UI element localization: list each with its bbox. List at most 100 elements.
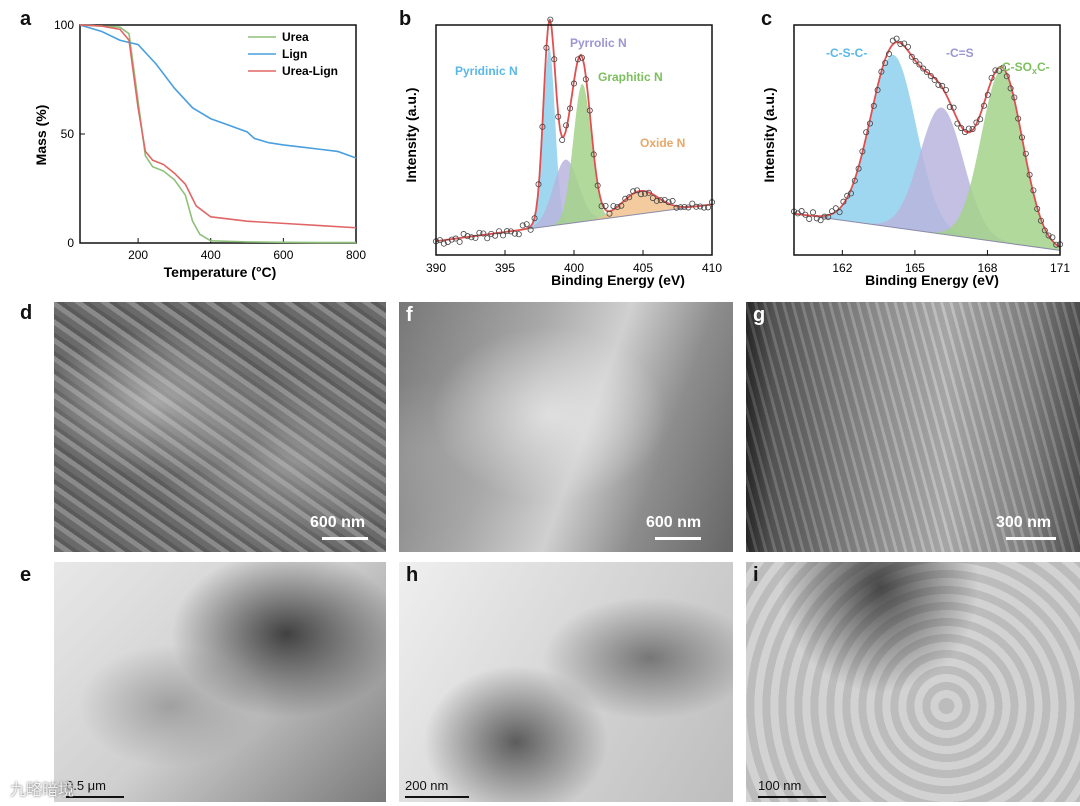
chartB-data-point [590,151,597,158]
chart-a-ytick-label: 50 [61,127,75,141]
chartB-data-point [551,56,558,63]
panel-letter-i: i [753,564,759,586]
chartB-data-point [693,203,700,210]
chartC-data-point [840,198,847,205]
chartC-data-point [832,205,839,212]
chartB-data-point [496,228,503,235]
watermark: 九略暗境 [10,782,75,799]
chartB-data-point [535,181,542,188]
chartC-data-point [950,104,957,111]
chartB-data-point [480,230,487,237]
scale-label-f: 600 nm [646,514,702,531]
chartB-data-point [531,215,538,222]
chartB-data-point [610,203,617,210]
chartB-xtick-label: 400 [564,261,584,275]
chartC-annotation: -C-SOxC- [998,60,1050,76]
panel-letter-h: h [406,564,419,586]
chartC-data-point [836,209,843,216]
chartC-data-point [984,91,991,98]
chartB-data-point [515,231,522,238]
chartB-data-point [677,204,684,211]
chartC-data-point [1049,234,1056,241]
panel-letter-e: e [20,564,32,586]
chartC-data-point [813,215,820,222]
chart-a-xtick-label: 800 [346,248,366,262]
chart-b-xps-n1s: 390 395 400 405 410 Pyridinic N Pyrrolic N Grap… [403,16,722,288]
chartC-data-point [969,126,976,133]
chartC-data-point [1015,115,1022,122]
chart-a-series-line [79,24,356,244]
chartB-xtick-label: 405 [633,261,653,275]
chartC-data-point [885,50,892,57]
chartC-data-point [912,58,919,65]
chartB-xtick-label: 410 [702,261,722,275]
scale-label-i: 100 nm [758,778,802,793]
chartC-data-point [893,35,900,42]
chartB-data-point [500,232,507,239]
chartB-annotation: Oxide N [640,136,685,150]
chartC-data-point [1022,150,1029,157]
chartB-data-point [630,188,637,195]
chartC-peak [794,69,1060,251]
chartB-data-point [689,200,696,207]
chartC-data-point [798,208,805,215]
chartB-data-point [436,237,443,244]
chartC-annotation: -C=S [946,46,974,60]
chart-b-ylabel: Intensity (a.u.) [403,88,419,183]
chartC-data-point [1034,205,1041,212]
chartC-xtick-label: 171 [1050,261,1070,275]
chartC-data-point [810,209,817,216]
chartC-data-point [859,148,866,155]
chartC-annotation-sub: x [1032,66,1037,76]
chartC-data-point [980,102,987,109]
chartB-data-point [527,226,534,233]
chart-a-tga: 0 50 100 200 400 600 800 Urea Lign Urea-Lign Temp… [33,18,366,280]
chartC-data-point [942,86,949,93]
scale-label-e: 0.5 μm [66,778,107,793]
chartB-data-point [657,197,664,204]
sem-image-f: f 600 nm [399,302,733,552]
chart-a-xtick-label: 400 [201,248,221,262]
chartB-peak [436,190,712,242]
chartB-data-point [685,204,692,211]
chartB-data-point [641,190,648,197]
chart-a-series-line [79,24,357,229]
chartB-data-point [618,202,625,209]
chartB-data-point [669,197,676,204]
chartB-data-point [547,16,554,23]
panel-letter-f: f [406,304,413,326]
chartC-data-point [961,129,968,136]
chartC-data-point [802,211,809,218]
chartC-data-point [882,59,889,66]
panel-letter-g: g [753,304,766,326]
tem-image-i: i 100 nm [746,562,1080,802]
chartC-data-point [954,120,961,127]
chart-c-xlabel: Binding Energy (eV) [865,272,999,288]
chartC-data-point [1026,171,1033,178]
chartB-data-point [555,113,562,120]
chartC-data-point [908,53,915,60]
chartB-data-point [476,229,483,236]
chartC-data-point [1011,94,1018,101]
chart-c-xps-s2p: 162 165 168 171 -C-S-C- -C=S -C-SOxC- Binding … [761,24,1070,288]
chartB-data-point [578,54,585,61]
chartB-xtick-label: 395 [495,261,515,275]
chartC-data-point [821,213,828,220]
chart-b-xlabel: Binding Energy (eV) [551,272,685,288]
chartB-data-point [602,202,609,209]
chartB-data-point [472,234,479,241]
chartB-peak [436,83,712,242]
chartC-frame [793,24,1061,256]
chartB-data-point [697,203,704,210]
chartB-data-point [523,221,530,228]
chartB-data-point [594,182,601,189]
chartB-data-point [543,44,550,51]
chartB-data-point [681,204,688,211]
chartC-data-point [874,87,881,94]
chartB-data-point [563,122,570,129]
chartC-data-point [904,43,911,50]
chartC-peak [794,54,1060,251]
chart-a-xlabel: Temperature (°C) [164,264,277,280]
chartC-data-point [825,213,832,220]
chartB-data-point [701,204,708,211]
